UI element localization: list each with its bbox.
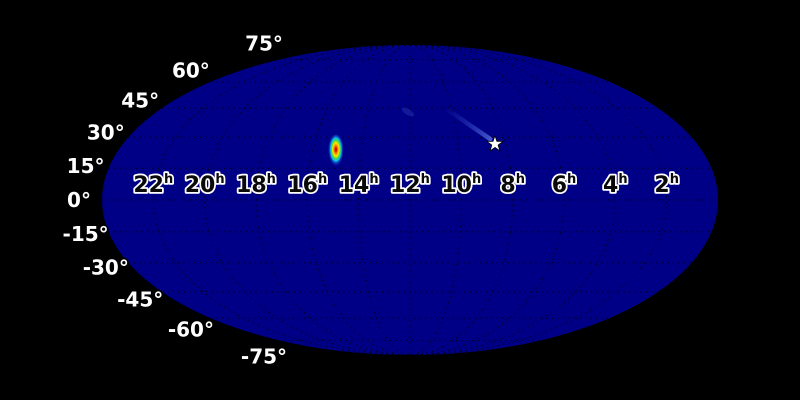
probability-streak (442, 105, 493, 142)
meridian-line (152, 44, 411, 356)
dec-tick-label: -45° (117, 287, 163, 311)
ra-tick-label: 22h (133, 172, 173, 198)
meridian-line (358, 44, 411, 356)
ra-tick-label: 10h (441, 172, 481, 198)
dec-tick-label: 15° (67, 154, 105, 178)
ra-tick-labels: 22h 20h 18h 16h 14h 12h 10h 8h 6h 4h 2h (132, 170, 681, 200)
meridian-line (409, 44, 668, 356)
ra-tick-label: 14h (339, 172, 379, 198)
graticule (102, 44, 718, 356)
ra-tick-label: 20h (185, 172, 225, 198)
meridian-line (306, 44, 411, 356)
ra-tick-label: 2h (654, 172, 679, 198)
dec-tick-label: 0° (67, 188, 91, 212)
dec-tick-label: 75° (245, 31, 283, 55)
dec-tick-label: -60° (168, 317, 214, 341)
dec-tick-label: -30° (83, 255, 129, 279)
star-marker (486, 135, 504, 152)
ra-tick-label: 8h (500, 172, 525, 198)
meridian-line (255, 44, 411, 356)
meridian-line (409, 44, 565, 356)
sky-features (327, 105, 504, 169)
dec-tick-label: 60° (172, 59, 210, 83)
ra-tick-label: 18h (236, 172, 276, 198)
ra-tick-label: 6h (552, 172, 577, 198)
ra-tick-label: 12h (390, 172, 430, 198)
probability-hotspot (327, 134, 344, 169)
dec-tick-label: -75° (241, 345, 287, 369)
meridian-line (409, 44, 462, 356)
meridian-line (409, 44, 514, 356)
dec-tick-label: -15° (63, 222, 109, 246)
ra-tick-label: 4h (603, 172, 628, 198)
dec-tick-label: 45° (121, 89, 159, 113)
dec-tick-label: 30° (87, 121, 125, 145)
ra-tick-label: 16h (287, 172, 327, 198)
dec-tick-labels: 75° 60° 45° 30° 15° 0° -15° -30° -45°-60° -75° (61, 30, 289, 371)
faint-smudge (401, 107, 415, 117)
